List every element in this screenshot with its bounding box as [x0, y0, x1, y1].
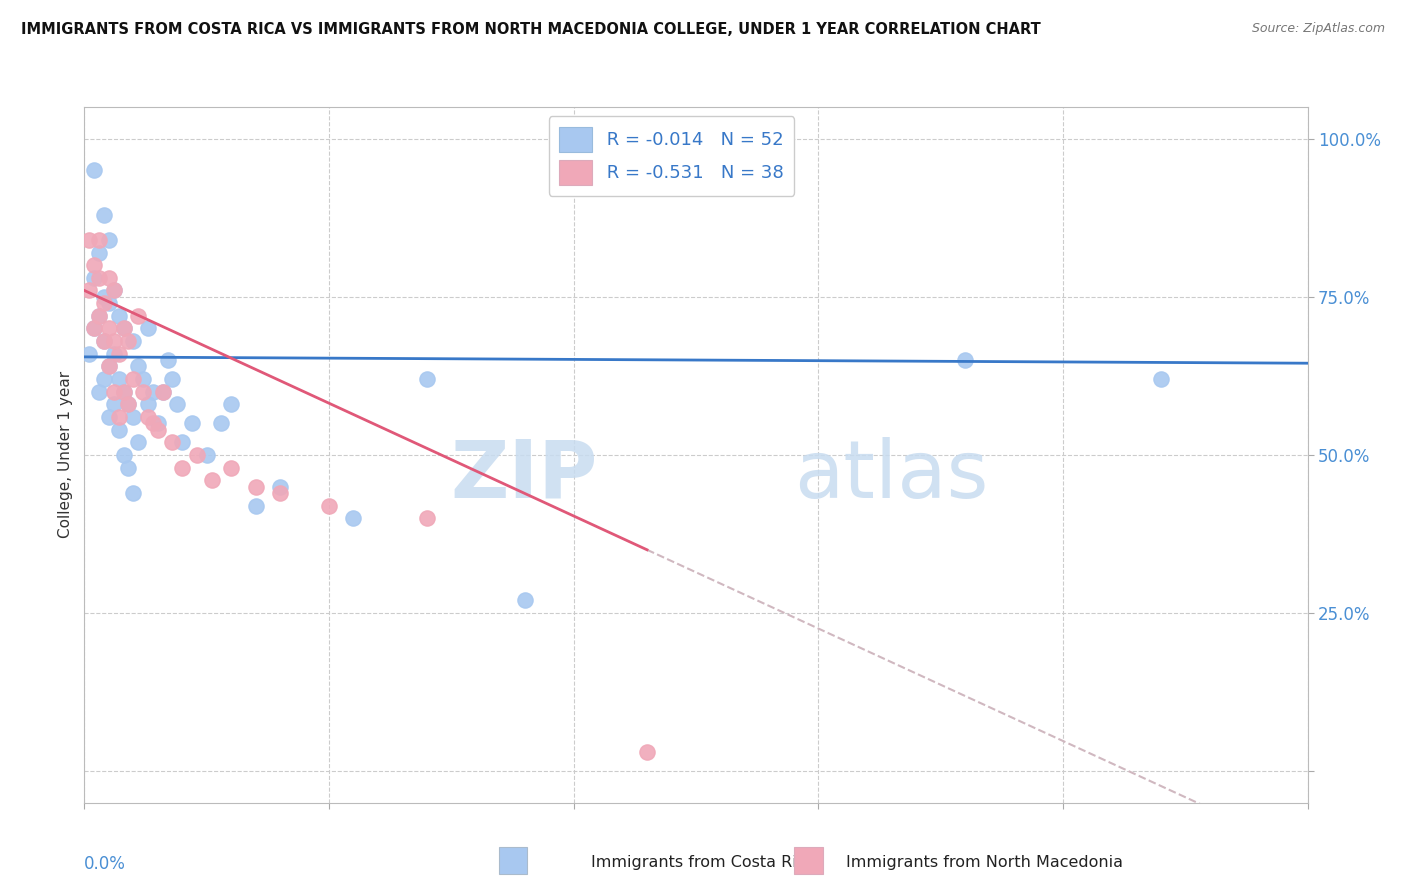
- Point: [122, 372, 145, 386]
- Point: [83, 270, 105, 285]
- Point: [107, 423, 129, 437]
- Point: [77, 347, 100, 361]
- Point: [97, 359, 120, 374]
- Point: [416, 372, 439, 386]
- Point: [122, 486, 145, 500]
- Point: [117, 460, 139, 475]
- Point: [112, 321, 135, 335]
- Point: [97, 270, 120, 285]
- Point: [142, 417, 165, 431]
- Point: [245, 499, 267, 513]
- Point: [87, 245, 110, 260]
- Point: [219, 460, 242, 475]
- Point: [112, 448, 135, 462]
- Point: [93, 334, 115, 348]
- Point: [93, 334, 115, 348]
- Point: [97, 359, 120, 374]
- Point: [219, 397, 242, 411]
- Point: [318, 499, 340, 513]
- Point: [146, 417, 169, 431]
- Point: [103, 384, 125, 399]
- Point: [127, 359, 149, 374]
- Point: [83, 258, 105, 272]
- Text: Immigrants from North Macedonia: Immigrants from North Macedonia: [845, 855, 1123, 870]
- Point: [87, 270, 110, 285]
- Point: [186, 448, 208, 462]
- Point: [1150, 372, 1173, 386]
- Point: [103, 397, 125, 411]
- Point: [122, 409, 145, 424]
- Point: [87, 233, 110, 247]
- Point: [209, 417, 232, 431]
- Point: [117, 334, 139, 348]
- Point: [107, 309, 129, 323]
- Point: [146, 423, 169, 437]
- Point: [162, 435, 184, 450]
- Point: [132, 384, 155, 399]
- Point: [83, 163, 105, 178]
- Point: [245, 479, 267, 493]
- Point: [132, 372, 155, 386]
- Point: [136, 321, 159, 335]
- Point: [112, 384, 135, 399]
- Point: [87, 309, 110, 323]
- Point: [269, 479, 291, 493]
- Point: [103, 284, 125, 298]
- Point: [97, 409, 120, 424]
- Point: [93, 290, 115, 304]
- Point: [112, 384, 135, 399]
- Point: [142, 384, 165, 399]
- Point: [200, 473, 222, 487]
- Point: [127, 309, 149, 323]
- Point: [107, 372, 129, 386]
- Point: [166, 397, 188, 411]
- Point: [117, 397, 139, 411]
- Legend:  R = -0.014   N = 52,  R = -0.531   N = 38: R = -0.014 N = 52, R = -0.531 N = 38: [548, 116, 794, 196]
- Point: [107, 347, 129, 361]
- Point: [172, 435, 194, 450]
- Point: [77, 233, 100, 247]
- Point: [77, 284, 100, 298]
- Point: [269, 486, 291, 500]
- Point: [513, 593, 536, 607]
- Point: [117, 397, 139, 411]
- Text: atlas: atlas: [794, 437, 988, 515]
- Point: [103, 347, 125, 361]
- Point: [93, 208, 115, 222]
- Point: [342, 511, 364, 525]
- Point: [87, 309, 110, 323]
- Text: IMMIGRANTS FROM COSTA RICA VS IMMIGRANTS FROM NORTH MACEDONIA COLLEGE, UNDER 1 Y: IMMIGRANTS FROM COSTA RICA VS IMMIGRANTS…: [21, 22, 1040, 37]
- Point: [136, 409, 159, 424]
- Point: [162, 372, 184, 386]
- Point: [103, 284, 125, 298]
- Point: [93, 372, 115, 386]
- Text: Source: ZipAtlas.com: Source: ZipAtlas.com: [1251, 22, 1385, 36]
- Point: [152, 384, 174, 399]
- Point: [112, 321, 135, 335]
- Point: [83, 321, 105, 335]
- Point: [152, 384, 174, 399]
- Point: [103, 334, 125, 348]
- Point: [83, 321, 105, 335]
- Point: [181, 417, 204, 431]
- Point: [93, 296, 115, 310]
- Point: [97, 321, 120, 335]
- Y-axis label: College, Under 1 year: College, Under 1 year: [58, 371, 73, 539]
- Text: 0.0%: 0.0%: [84, 855, 127, 873]
- Point: [107, 409, 129, 424]
- Point: [97, 233, 120, 247]
- Point: [127, 435, 149, 450]
- Point: [195, 448, 218, 462]
- Point: [636, 745, 658, 759]
- Text: Immigrants from Costa Rica: Immigrants from Costa Rica: [591, 855, 815, 870]
- Text: ZIP: ZIP: [451, 437, 598, 515]
- Point: [87, 384, 110, 399]
- Point: [122, 334, 145, 348]
- Point: [136, 397, 159, 411]
- Point: [156, 353, 179, 368]
- Point: [953, 353, 976, 368]
- Point: [416, 511, 439, 525]
- Point: [97, 296, 120, 310]
- Point: [172, 460, 194, 475]
